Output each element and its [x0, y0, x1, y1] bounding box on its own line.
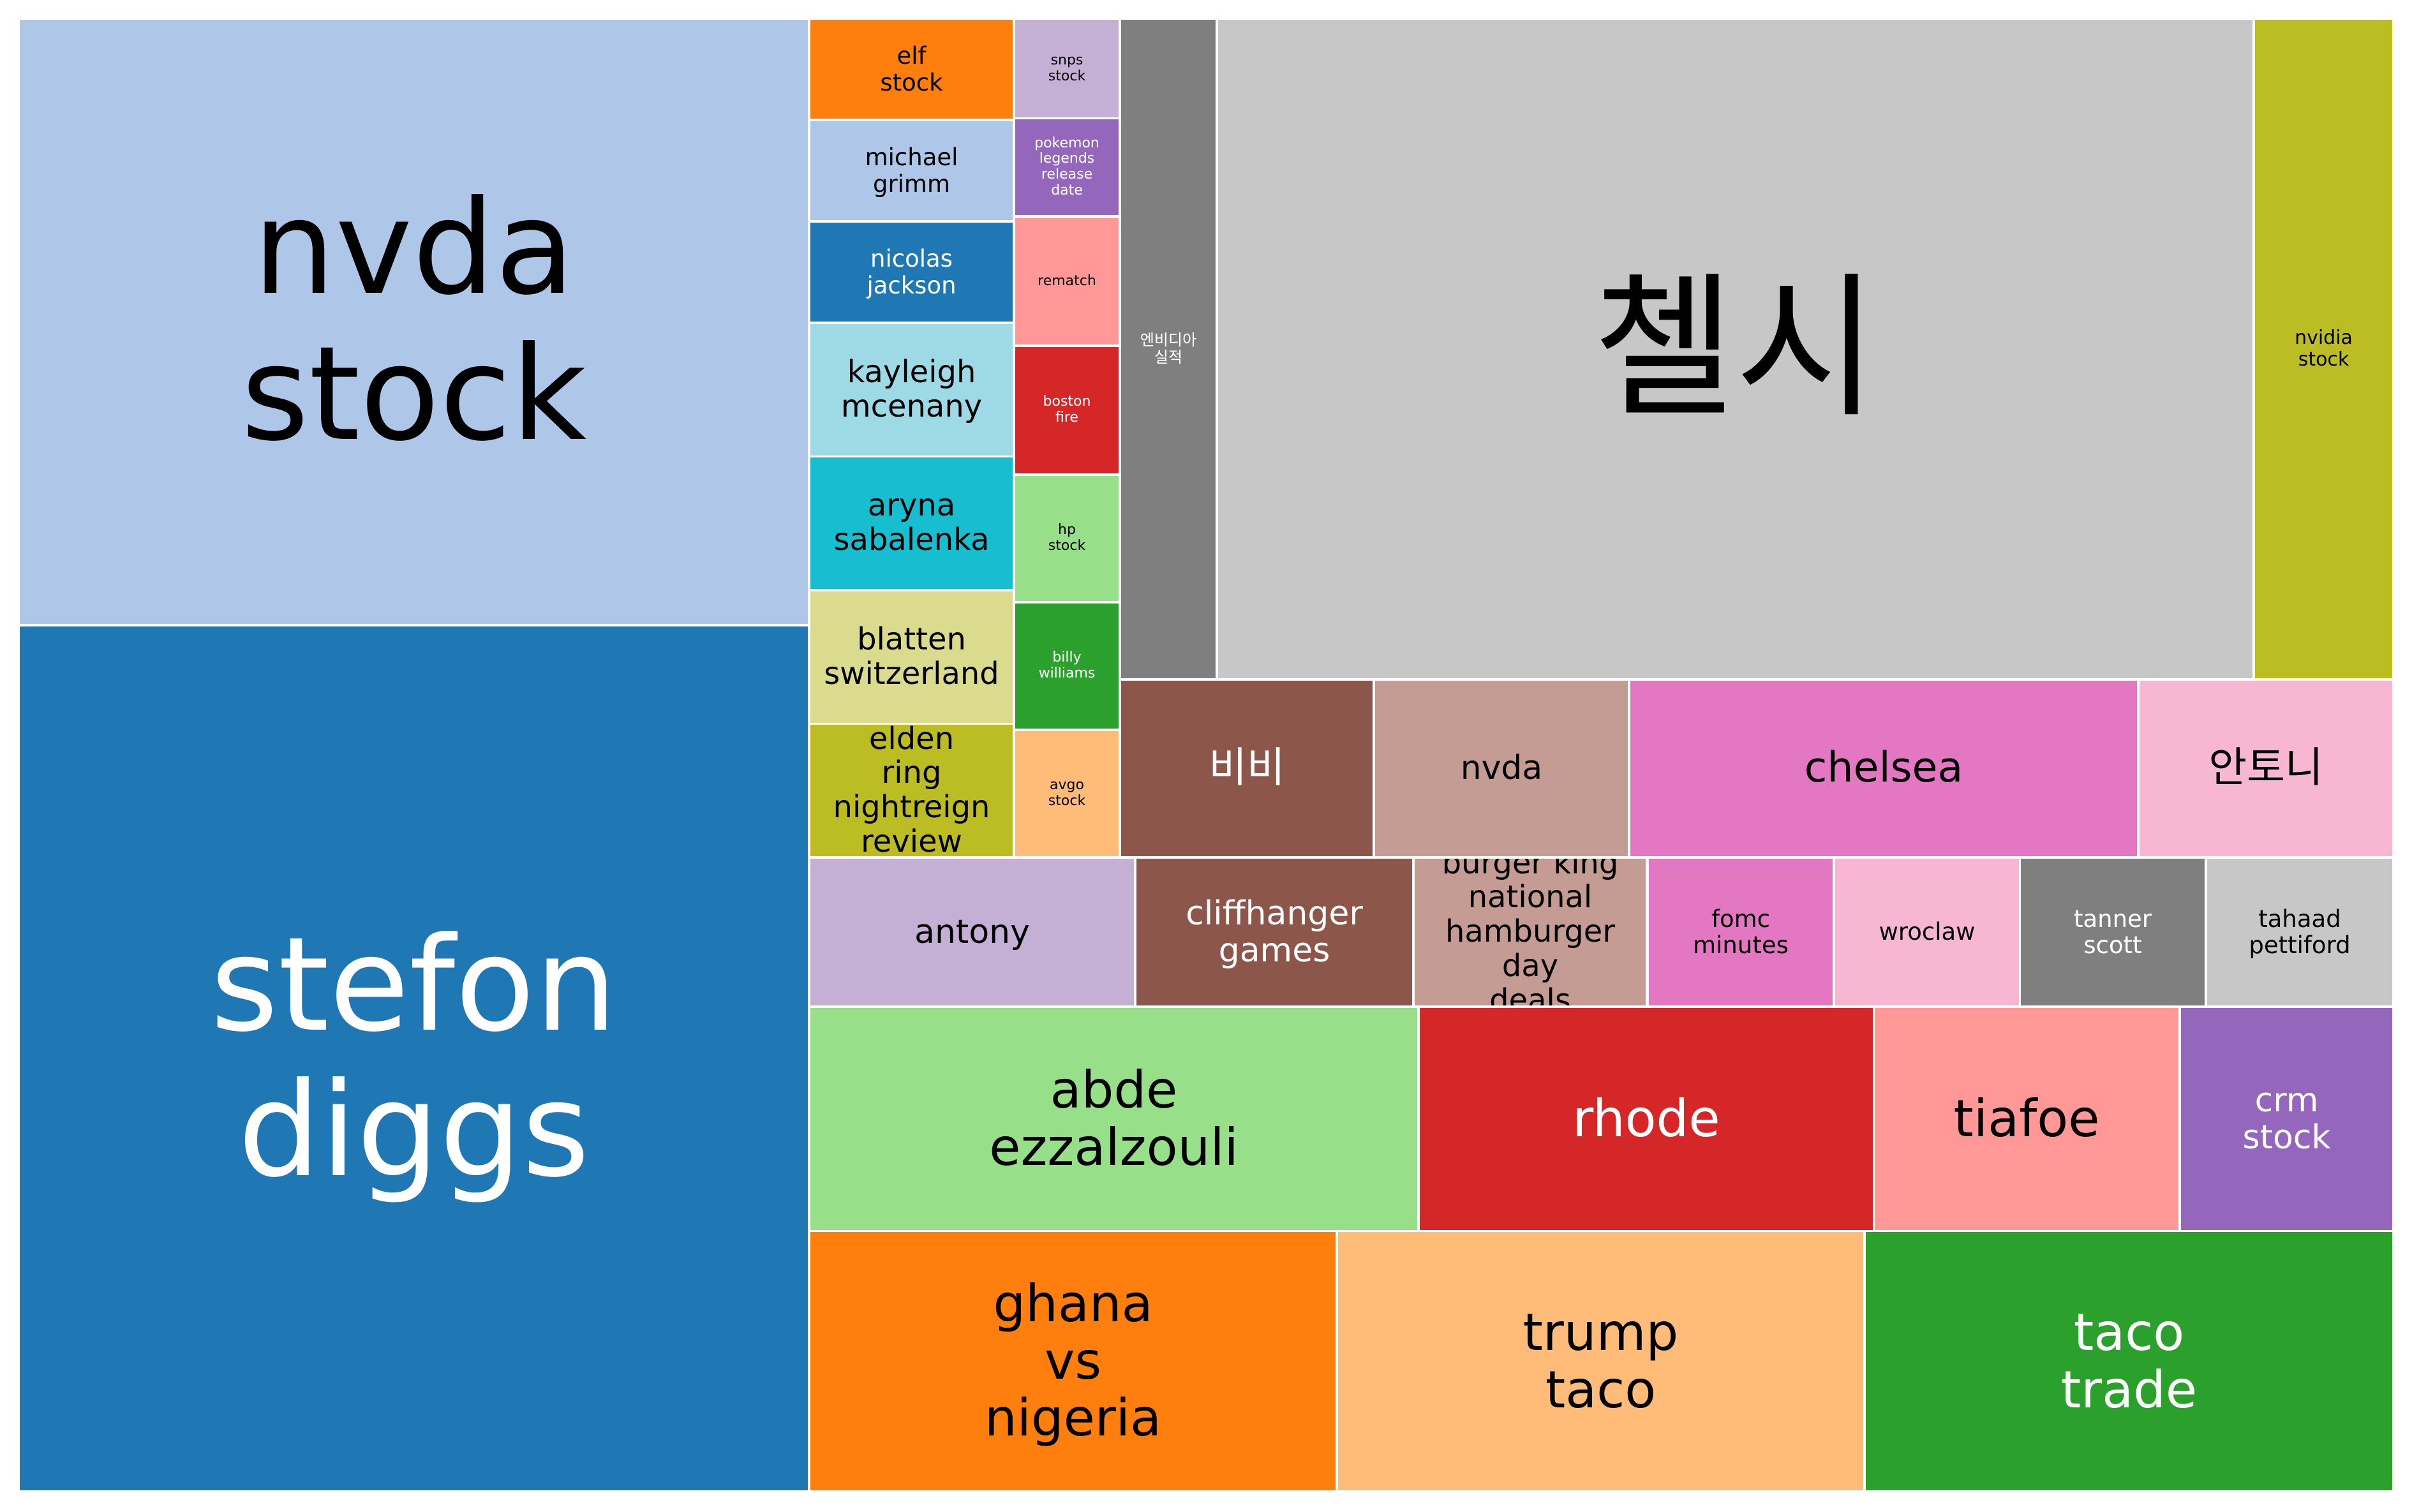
treemap-tile-nvidia-stock-18: nvidia stock	[2254, 19, 2393, 679]
treemap-tile-hangul-19: 비비	[1120, 679, 1374, 857]
treemap-tile-label: stefon diggs	[210, 909, 618, 1206]
treemap-tile-label: blatten switzerland	[824, 621, 999, 692]
treemap-tile-stefon-diggs-1: stefon diggs	[19, 625, 809, 1492]
treemap-tile-label: 비비	[1209, 744, 1285, 792]
treemap-tile-label: boston fire	[1043, 394, 1091, 426]
treemap-tile-label: antony	[914, 912, 1030, 951]
treemap-tile-kayleigh-mcenany-5: kayleigh mcenany	[809, 323, 1014, 457]
treemap-tile-label: hp stock	[1048, 522, 1086, 554]
treemap-tile-antony-23: antony	[809, 857, 1135, 1007]
treemap-tile-label: 첼시	[1592, 258, 1879, 439]
treemap-tile-nvda-20: nvda	[1374, 679, 1629, 857]
treemap-tile-label: michael grimm	[865, 144, 958, 198]
treemap-tile-wroclaw-27: wroclaw	[1834, 857, 2020, 1007]
treemap-tile-label: nvda stock	[241, 173, 587, 470]
treemap-tile-elf-stock-2: elf stock	[809, 19, 1014, 120]
treemap-tile-label: nicolas jackson	[867, 245, 957, 299]
treemap-tile-label: snps stock	[1048, 52, 1086, 84]
treemap-tile-rematch-11: rematch	[1014, 217, 1120, 346]
treemap-tile-label: abde ezzalzouli	[989, 1060, 1239, 1177]
treemap-tile-label: crm stock	[2242, 1081, 2331, 1157]
treemap-tile-crm-stock-33: crm stock	[2180, 1007, 2393, 1231]
treemap-tile-blatten-switzerland-7: blatten switzerland	[809, 590, 1014, 724]
treemap-tile-label: burger king national hamburger day deals	[1441, 857, 1619, 1007]
treemap-tile-label: rematch	[1038, 272, 1096, 289]
treemap-tile-boston-fire-12: boston fire	[1014, 346, 1120, 475]
treemap-tile-label: 안토니	[2208, 744, 2323, 792]
treemap-tile-label: taco trade	[2060, 1302, 2198, 1419]
treemap-tile-label: rhode	[1572, 1089, 1720, 1149]
treemap-tile-rhode-31: rhode	[1418, 1007, 1874, 1231]
treemap-tile-elden-ring-nightreign-review-8: elden ring nightreign review	[809, 723, 1014, 857]
treemap-tile-snps-stock-9: snps stock	[1014, 19, 1120, 119]
treemap-tile-label: aryna sabalenka	[833, 487, 990, 558]
treemap-tile-label: fomc minutes	[1693, 905, 1789, 959]
treemap-tile-nvda-stock-0: nvda stock	[19, 19, 809, 625]
treemap-tile-tahaad-pettiford-29: tahaad pettiford	[2206, 857, 2393, 1007]
treemap-tile-label: trump taco	[1522, 1302, 1679, 1419]
treemap-tile-aryna-sabalenka-6: aryna sabalenka	[809, 456, 1014, 590]
treemap-tile-label: pokemon legends release date	[1034, 135, 1099, 198]
treemap-tile-cliffhanger-games-24: cliffhanger games	[1135, 857, 1413, 1007]
treemap-tile-label: 엔비디아 실적	[1140, 331, 1197, 366]
treemap-tile-label: chelsea	[1804, 744, 1963, 792]
treemap-tile-billy-williams-14: billy williams	[1014, 602, 1120, 730]
treemap-tile-tiafoe-32: tiafoe	[1873, 1007, 2180, 1231]
treemap-tile-label: elf stock	[880, 42, 943, 96]
treemap-tile-hp-stock-13: hp stock	[1014, 475, 1120, 602]
treemap-tile-avgo-stock-15: avgo stock	[1014, 730, 1120, 857]
treemap-tile-tanner-scott-28: tanner scott	[2020, 857, 2206, 1007]
treemap-tile-label: wroclaw	[1879, 918, 1976, 946]
treemap-tile-label: cliffhanger games	[1186, 894, 1363, 970]
treemap-tile-label: tiafoe	[1953, 1089, 2100, 1149]
treemap-tile-pokemon-legends-release-date-10: pokemon legends release date	[1014, 118, 1120, 216]
treemap-tile-burger-king-national-hamburger-day-deals-25: burger king national hamburger day deals	[1413, 857, 1647, 1007]
treemap-tile-label: nvda	[1460, 749, 1543, 788]
treemap-tile-fomc-minutes-26: fomc minutes	[1648, 857, 1834, 1007]
treemap-tile-taco-trade-36: taco trade	[1865, 1231, 2393, 1492]
treemap-tile-hangul-17: 첼시	[1217, 19, 2254, 679]
treemap-tile-nicolas-jackson-4: nicolas jackson	[809, 221, 1014, 323]
treemap-tile-abde-ezzalzouli-30: abde ezzalzouli	[809, 1007, 1418, 1231]
treemap-tile-label: elden ring nightreign review	[833, 723, 990, 857]
treemap-tile-label: kayleigh mcenany	[840, 354, 983, 424]
treemap-tile-chelsea-21: chelsea	[1629, 679, 2138, 857]
treemap-tile-trump-taco-35: trump taco	[1337, 1231, 1865, 1492]
treemap-tile-ghana-vs-nigeria-34: ghana vs nigeria	[809, 1231, 1337, 1492]
treemap-tile-label: billy williams	[1038, 649, 1096, 681]
treemap-tile-hangul-22: 안토니	[2138, 679, 2393, 857]
treemap-tile-michael-grimm-3: michael grimm	[809, 120, 1014, 221]
treemap-tile-label: tahaad pettiford	[2249, 905, 2351, 959]
treemap-tile-label: tanner scott	[2073, 905, 2152, 959]
treemap-tile-label: ghana vs nigeria	[984, 1274, 1162, 1448]
treemap-tile-label: nvidia stock	[2295, 327, 2353, 371]
treemap-tile-hangul-16: 엔비디아 실적	[1120, 19, 1217, 679]
treemap-tile-label: avgo stock	[1048, 777, 1086, 809]
